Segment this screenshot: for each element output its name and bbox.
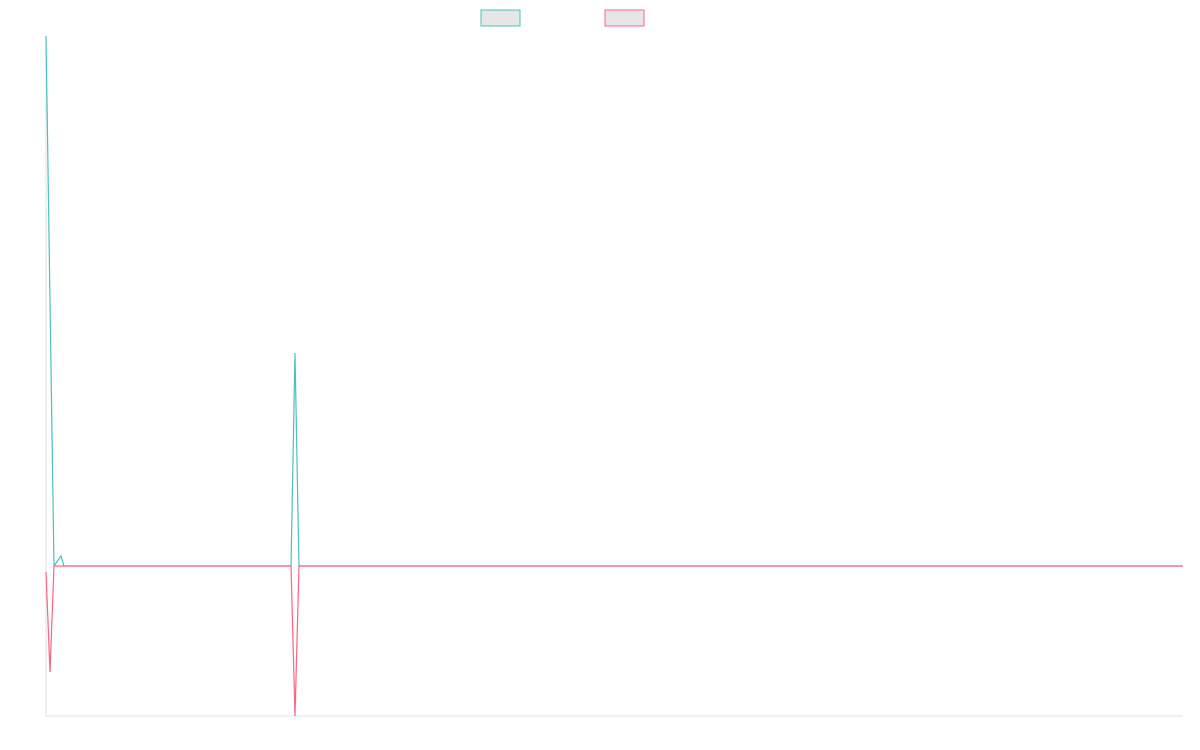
series-line	[45, 565, 1183, 717]
legend-swatch[interactable]	[480, 9, 521, 27]
series-line	[45, 35, 1183, 568]
legend-swatch[interactable]	[604, 9, 645, 27]
